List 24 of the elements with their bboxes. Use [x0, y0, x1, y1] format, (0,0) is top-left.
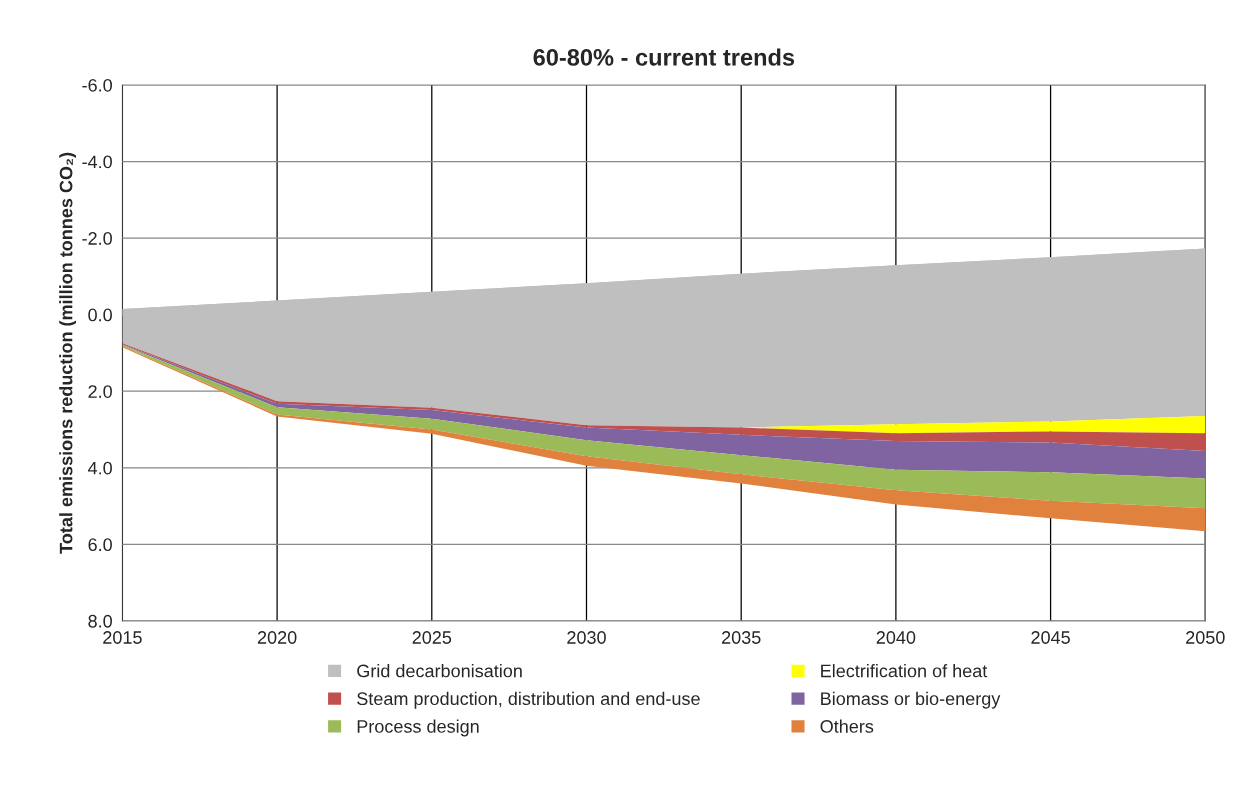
x-tick-label: 2050	[1186, 631, 1225, 644]
y-tick-label: 6.0	[88, 538, 112, 552]
x-tick-label: 2020	[257, 631, 297, 644]
y-tick-label: 4.0	[88, 461, 112, 475]
y-tick-label: -2.0	[82, 232, 112, 245]
y-tick-label: -4.0	[82, 155, 112, 169]
legend-label: Biomass or bio-energy	[821, 691, 1001, 709]
y-tick-label: 0.0	[88, 308, 112, 322]
legend-label: Electrification of heat	[821, 664, 988, 678]
legend-label: Steam production, distribution and end-use	[357, 691, 700, 709]
x-tick-label: 2030	[567, 631, 606, 644]
y-tick-label: 8.0	[88, 614, 112, 628]
chart-title: 60-80% - current trends	[533, 48, 795, 66]
y-tick-label: 2.0	[88, 385, 112, 398]
x-tick-label: 2035	[722, 631, 761, 644]
legend-label: Others	[820, 719, 874, 733]
x-tick-label: 2045	[1031, 631, 1070, 644]
legend-label: Process design	[357, 719, 479, 737]
legend-label: Grid decarbonisation	[357, 664, 522, 678]
x-tick-label: 2025	[412, 631, 452, 644]
y-tick-label: -6.0	[82, 78, 112, 92]
y-axis-title: Total emissions reduction (million tonnes CO₂)	[59, 152, 77, 554]
x-tick-label: 2040	[876, 631, 916, 644]
x-tick-label: 2015	[103, 631, 142, 644]
